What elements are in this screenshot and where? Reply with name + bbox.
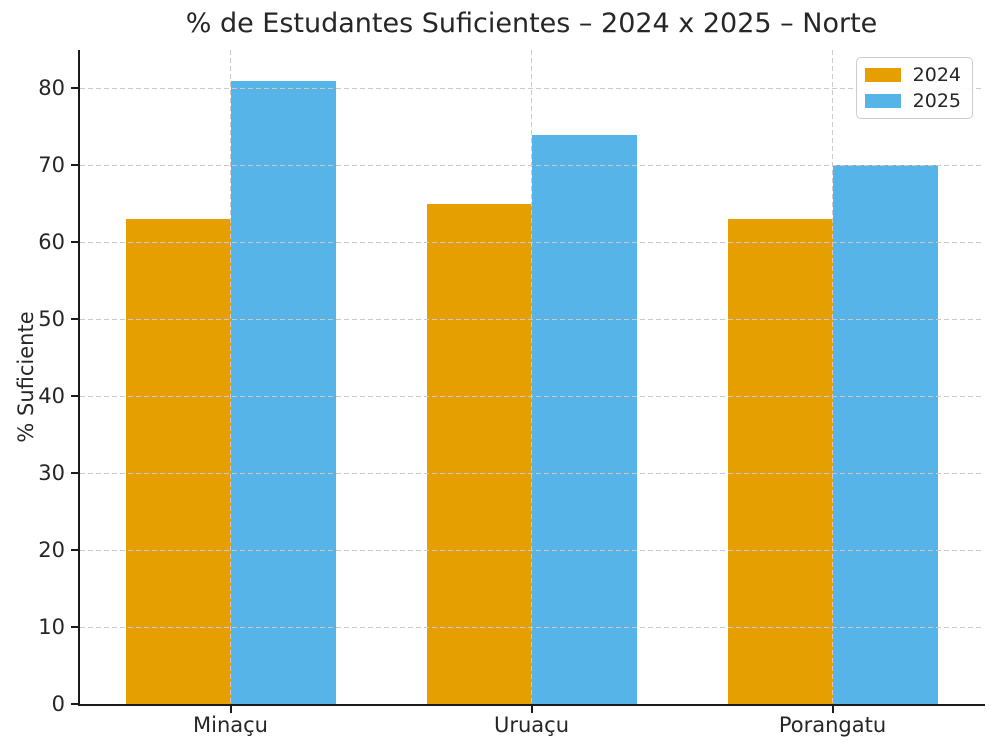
y-tick-label: 0 xyxy=(51,692,65,716)
x-axis-spine xyxy=(78,704,985,706)
grid-layer xyxy=(80,50,983,704)
bar-2024-2 xyxy=(727,219,833,704)
y-tick-mark xyxy=(71,87,78,90)
y-tick-label: 70 xyxy=(38,153,65,178)
x-tick-mark xyxy=(229,706,232,713)
legend-item-2024: 2024 xyxy=(864,64,961,86)
bar-2025-0 xyxy=(230,80,336,704)
x-tick-label: Porangatu xyxy=(778,713,887,737)
x-tick-label: Uruaçu xyxy=(493,713,570,737)
gridline-vertical xyxy=(531,50,532,704)
y-tick-mark xyxy=(71,164,78,167)
legend-label-2025: 2025 xyxy=(912,90,961,112)
y-tick-label: 80 xyxy=(38,76,65,101)
legend-swatch-2024 xyxy=(864,68,901,82)
chart-title: % de Estudantes Suficientes – 2024 x 202… xyxy=(185,8,878,39)
bar-2025-1 xyxy=(531,134,637,704)
y-tick-mark xyxy=(71,318,78,321)
y-tick-mark xyxy=(71,549,78,552)
legend-swatch-2025 xyxy=(864,94,901,108)
bars-layer xyxy=(80,50,983,704)
y-tick-mark xyxy=(71,703,78,705)
legend: 2024 2025 xyxy=(855,57,973,119)
y-tick-label: 50 xyxy=(38,307,65,332)
y-tick-mark xyxy=(71,626,78,629)
x-tick-label: Minaçu xyxy=(193,713,268,737)
bar-2024-0 xyxy=(125,219,231,704)
y-tick-label: 60 xyxy=(38,230,65,255)
y-tick-label: 10 xyxy=(38,615,65,640)
bar-2025-2 xyxy=(832,165,938,704)
y-tick-label: 40 xyxy=(38,384,65,409)
x-tick-mark xyxy=(530,706,533,713)
y-tick-label: 20 xyxy=(38,538,65,563)
legend-item-2025: 2025 xyxy=(864,90,961,112)
bar-2024-1 xyxy=(426,203,532,704)
y-tick-mark xyxy=(71,472,78,475)
y-tick-mark xyxy=(71,241,78,244)
y-tick-mark xyxy=(71,395,78,398)
gridline-vertical xyxy=(832,50,833,704)
y-tick-label: 30 xyxy=(38,461,65,486)
legend-label-2024: 2024 xyxy=(912,64,961,86)
y-axis-spine xyxy=(78,50,80,706)
x-tick-mark xyxy=(831,706,834,713)
plot-area xyxy=(80,50,983,704)
gridline-vertical xyxy=(230,50,231,704)
